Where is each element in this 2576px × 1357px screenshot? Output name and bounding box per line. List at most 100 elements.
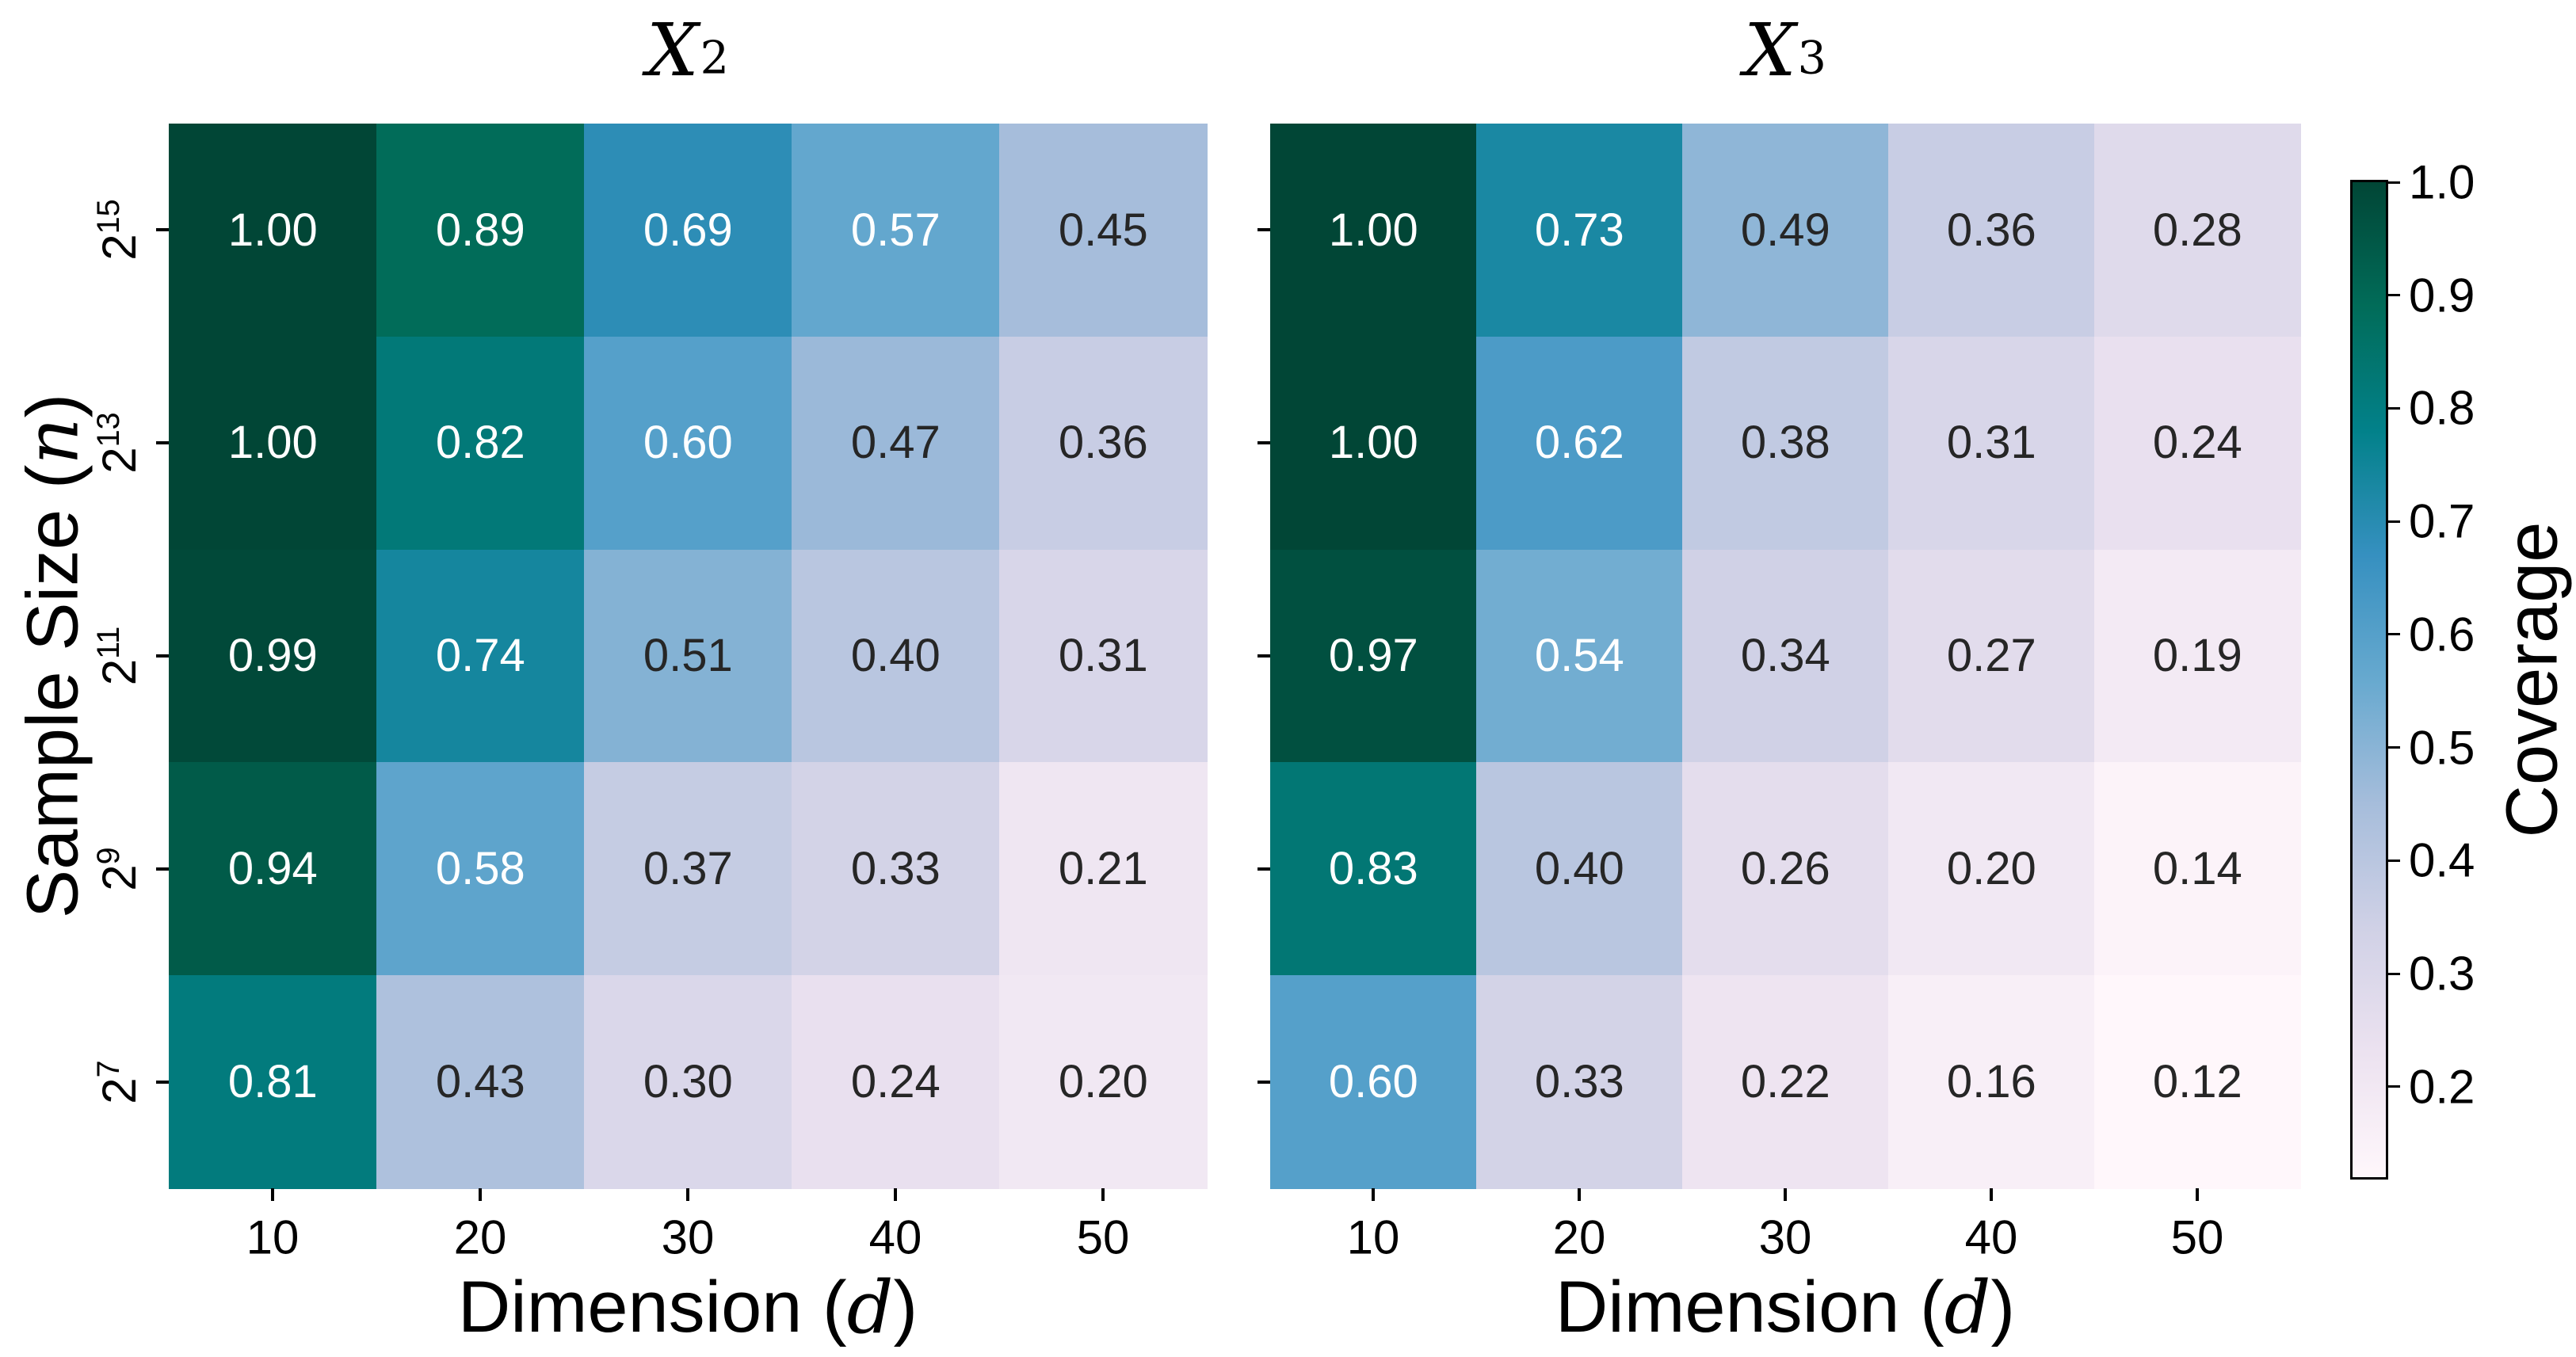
y-tick-mark [1257,1080,1270,1084]
colorbar-tick-mark [2386,746,2400,749]
x-axis-label-right-text: Dimension ( [1555,1266,1944,1347]
x-tick-label: 40 [868,1210,922,1264]
heatmap-cell: 0.83 [1270,762,1477,976]
x-axis-label-left-var: d [846,1264,894,1350]
heatmap-cell: 0.99 [169,549,377,763]
heatmap-cell: 0.94 [169,762,377,976]
y-tick-base: 2 [93,658,146,686]
y-tick-mark [1257,441,1270,445]
colorbar-tick-label: 0.4 [2409,833,2475,887]
y-tick-label: 213 [91,412,147,473]
y-tick-label: 211 [91,627,147,685]
colorbar-tick-label: 0.9 [2409,269,2475,322]
heatmap-cell: 1.00 [1270,124,1477,337]
x-tick-mark [1990,1188,1993,1201]
colorbar-tick-label: 0.7 [2409,494,2475,548]
panel-title-x2-sub: 2 [700,32,729,85]
x-axis-label-right-var: d [1944,1264,1991,1350]
x-tick-label: 10 [1346,1210,1400,1264]
x-axis-label-left: Dimension (d) [169,1264,1207,1350]
y-tick-mark [156,867,169,871]
y-tick-exponent: 9 [91,847,126,865]
heatmap-cell: 0.38 [1682,336,1889,551]
heatmap-cell: 0.54 [1476,549,1683,763]
y-tick-label: 27 [91,1060,147,1104]
heatmap-cell: 0.24 [2094,336,2301,551]
heatmap-cell: 0.97 [1270,549,1477,763]
heatmap-cell: 0.30 [584,975,792,1189]
y-tick-mark [1257,867,1270,871]
y-tick-exponent: 13 [91,412,126,448]
heatmap-cell: 0.49 [1682,124,1889,337]
heatmap-cell: 0.36 [999,336,1208,551]
y-tick-mark [156,228,169,232]
heatmap-cell: 1.00 [169,124,377,337]
x-tick-label: 30 [1758,1210,1812,1264]
x-tick-label: 40 [1964,1210,2018,1264]
x-axis-label-right: Dimension (d) [1270,1264,2300,1350]
x-tick-mark [894,1188,897,1201]
x-tick-mark [271,1188,274,1201]
y-axis-label-var: n [10,417,95,465]
y-tick-mark [156,441,169,445]
x-tick-mark [1578,1188,1581,1201]
heatmap-cell: 0.20 [1888,762,2095,976]
x-tick-mark [2196,1188,2199,1201]
heatmap-cell: 0.20 [999,975,1208,1189]
heatmap-cell: 0.24 [792,975,1000,1189]
colorbar-tick-label: 0.8 [2409,381,2475,435]
y-axis-label-text: Sample Size ( [12,464,93,919]
heatmap-cell: 0.34 [1682,549,1889,763]
y-tick-base: 2 [93,864,146,891]
x-axis-label-left-close: ) [893,1266,918,1347]
heatmap-cell: 0.16 [1888,975,2095,1189]
heatmap-cell: 0.14 [2094,762,2301,976]
colorbar-tick-mark [2386,294,2400,297]
panel-title-x2-var: X [647,7,699,93]
y-tick-base: 2 [93,234,146,261]
y-tick-label: 215 [91,200,147,261]
x-tick-mark [1784,1188,1787,1201]
heatmap-cell: 0.36 [1888,124,2095,337]
panel-title-x3-sub: 3 [1797,32,1826,85]
x-tick-label: 10 [246,1210,300,1264]
x-tick-label: 50 [1076,1210,1130,1264]
heatmap-cell: 0.89 [376,124,585,337]
heatmap-cell: 0.31 [999,549,1208,763]
colorbar-tick-label: 0.3 [2409,947,2475,1001]
heatmap-cell: 0.60 [584,336,792,551]
heatmap-cell: 0.57 [792,124,1000,337]
panel-title-x3-var: X [1744,7,1796,93]
heatmap-cell: 0.28 [2094,124,2301,337]
heatmap-cell: 0.40 [792,549,1000,763]
y-tick-mark [156,654,169,658]
heatmap-cell: 0.37 [584,762,792,976]
heatmap-cell: 0.81 [169,975,377,1189]
y-tick-mark [156,1080,169,1084]
heatmap-cell: 0.43 [376,975,585,1189]
x-tick-label: 50 [2170,1210,2224,1264]
heatmap-cell: 1.00 [1270,336,1477,551]
colorbar-label: Coverage [2491,521,2573,838]
y-axis-label: Sample Size (n) [10,394,95,919]
heatmap-cell: 0.31 [1888,336,2095,551]
heatmap-cell: 0.73 [1476,124,1683,337]
colorbar-tick-mark [2386,406,2400,410]
colorbar-tick-label: 1.0 [2409,155,2475,209]
x-tick-label: 20 [453,1210,507,1264]
heatmap-cell: 0.21 [999,762,1208,976]
heatmap-cell: 0.60 [1270,975,1477,1189]
heatmap-cell: 0.74 [376,549,585,763]
y-tick-mark [1257,654,1270,658]
x-tick-mark [1372,1188,1375,1201]
heatmap-cell: 0.58 [376,762,585,976]
colorbar-tick-mark [2386,520,2400,523]
y-tick-label: 29 [91,847,147,890]
heatmap-cell: 0.62 [1476,336,1683,551]
heatmap-cell: 0.51 [584,549,792,763]
heatmap-cell: 0.40 [1476,762,1683,976]
heatmap-cell: 0.47 [792,336,1000,551]
heatmap-cell: 0.22 [1682,975,1889,1189]
